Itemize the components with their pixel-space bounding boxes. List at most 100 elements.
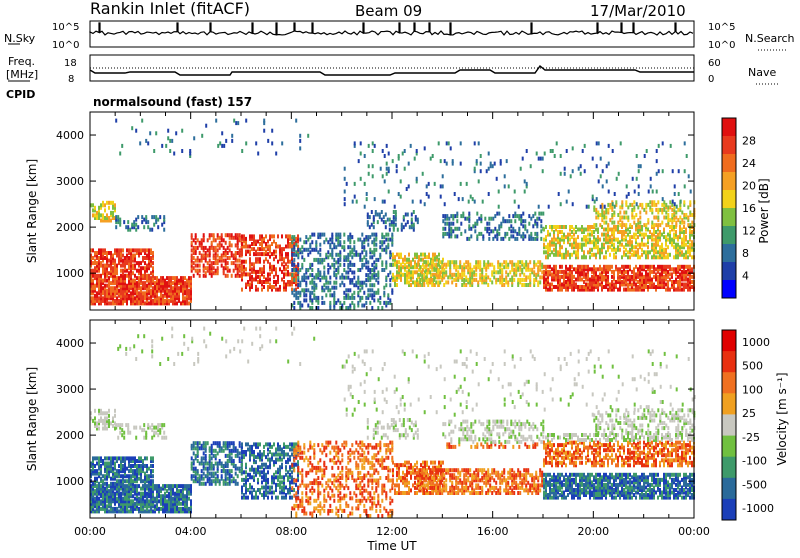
heatmap-cell xyxy=(293,253,295,257)
heatmap-cell xyxy=(269,245,271,249)
heatmap-cell xyxy=(131,126,133,130)
heatmap-cell xyxy=(551,238,553,242)
heatmap-cell xyxy=(207,248,209,252)
heatmap-cell xyxy=(625,265,627,269)
heatmap-cell xyxy=(357,238,359,242)
heatmap-cell xyxy=(691,280,693,284)
heatmap-cell xyxy=(98,472,100,476)
heatmap-cell xyxy=(452,214,454,218)
heatmap-cell xyxy=(605,216,607,220)
heatmap-cell xyxy=(339,240,341,244)
heatmap-cell xyxy=(581,278,583,282)
heatmap-cell xyxy=(349,250,351,254)
heatmap-cell xyxy=(115,215,117,219)
heatmap-cell xyxy=(106,201,108,205)
heatmap-cell xyxy=(646,149,648,153)
heatmap-cell xyxy=(620,141,622,145)
heatmap-cell xyxy=(317,258,319,262)
heatmap-cell xyxy=(494,214,496,218)
heatmap-cell xyxy=(683,225,685,229)
heatmap-cell xyxy=(349,233,351,237)
heatmap-cell xyxy=(325,253,327,257)
heatmap-cell xyxy=(508,227,510,231)
heatmap-cell xyxy=(98,256,100,260)
heatmap-cell xyxy=(176,301,178,305)
heatmap-cell xyxy=(148,499,150,503)
heatmap-cell xyxy=(285,283,287,287)
heatmap-cell xyxy=(526,229,528,233)
heatmap-cell xyxy=(148,509,150,513)
heatmap-cell xyxy=(616,177,618,181)
heatmap-cell xyxy=(321,286,323,290)
heatmap-cell xyxy=(141,215,143,219)
heatmap-cell xyxy=(435,280,437,284)
heatmap-cell xyxy=(494,234,496,238)
heatmap-cell xyxy=(144,256,146,260)
heatmap-cell xyxy=(172,484,174,488)
heatmap-cell xyxy=(195,269,197,273)
heatmap-cell xyxy=(305,268,307,272)
heatmap-cell xyxy=(454,214,456,218)
heatmap-cell xyxy=(411,213,413,217)
heatmap-cell xyxy=(255,250,257,254)
heatmap-cell xyxy=(275,267,277,271)
heatmap-cell xyxy=(597,275,599,279)
heatmap-cell xyxy=(685,265,687,269)
heatmap-cell xyxy=(534,212,536,216)
heatmap-cell xyxy=(462,212,464,216)
heatmap-cell xyxy=(623,216,625,220)
heatmap-cell xyxy=(389,283,391,287)
heatmap-cell xyxy=(235,274,237,278)
heatmap-cell xyxy=(379,245,381,249)
heatmap-cell xyxy=(435,268,437,272)
heatmap-cell xyxy=(373,233,375,237)
heatmap-cell xyxy=(661,265,663,269)
heatmap-cell xyxy=(395,210,397,214)
heatmap-cell xyxy=(329,243,331,247)
heatmap-cell xyxy=(420,200,422,204)
heatmap-cell xyxy=(570,174,572,178)
heatmap-cell xyxy=(407,220,409,224)
heatmap-cell xyxy=(678,169,680,173)
heatmap-cell xyxy=(245,260,247,264)
heatmap-cell xyxy=(522,212,524,216)
heatmap-cell xyxy=(561,225,563,229)
heatmap-cell xyxy=(639,216,641,220)
heatmap-cell xyxy=(566,149,568,153)
heatmap-cell xyxy=(625,243,627,247)
heatmap-cell xyxy=(385,233,387,237)
heatmap-cell xyxy=(255,240,257,244)
heatmap-cell xyxy=(594,200,596,204)
heatmap-cell xyxy=(374,144,376,148)
station-title: Rankin Inlet (fitACF) xyxy=(90,0,250,18)
heatmap-cell xyxy=(587,238,589,242)
heatmap-cell xyxy=(345,293,347,297)
heatmap-cell xyxy=(532,224,534,228)
heatmap-cell xyxy=(446,141,448,145)
heatmap-cell xyxy=(172,281,174,285)
heatmap-cell xyxy=(365,250,367,254)
heatmap-cell xyxy=(406,187,408,191)
heatmap-cell xyxy=(657,223,659,227)
heatmap-cell xyxy=(379,240,381,244)
heatmap-cell xyxy=(498,205,500,209)
heatmap-cell xyxy=(106,279,108,283)
heatmap-cell xyxy=(645,270,647,274)
heatmap-cell xyxy=(514,237,516,241)
heatmap-cell xyxy=(138,248,140,252)
heatmap-cell xyxy=(621,255,623,259)
heatmap-cell xyxy=(311,286,313,290)
heatmap-cell xyxy=(92,279,94,283)
heatmap-cell xyxy=(257,152,259,156)
heatmap-cell xyxy=(223,144,225,148)
heatmap-cell xyxy=(365,301,367,305)
heatmap-cell xyxy=(518,227,520,231)
heatmap-cell xyxy=(567,267,569,271)
heatmap-cell xyxy=(359,238,361,242)
heatmap-cell xyxy=(273,240,275,244)
heatmap-cell xyxy=(345,288,347,292)
heatmap-cell xyxy=(346,182,348,186)
heatmap-cell xyxy=(444,202,446,206)
heatmap-cell xyxy=(353,263,355,267)
heatmap-cell xyxy=(636,154,638,158)
